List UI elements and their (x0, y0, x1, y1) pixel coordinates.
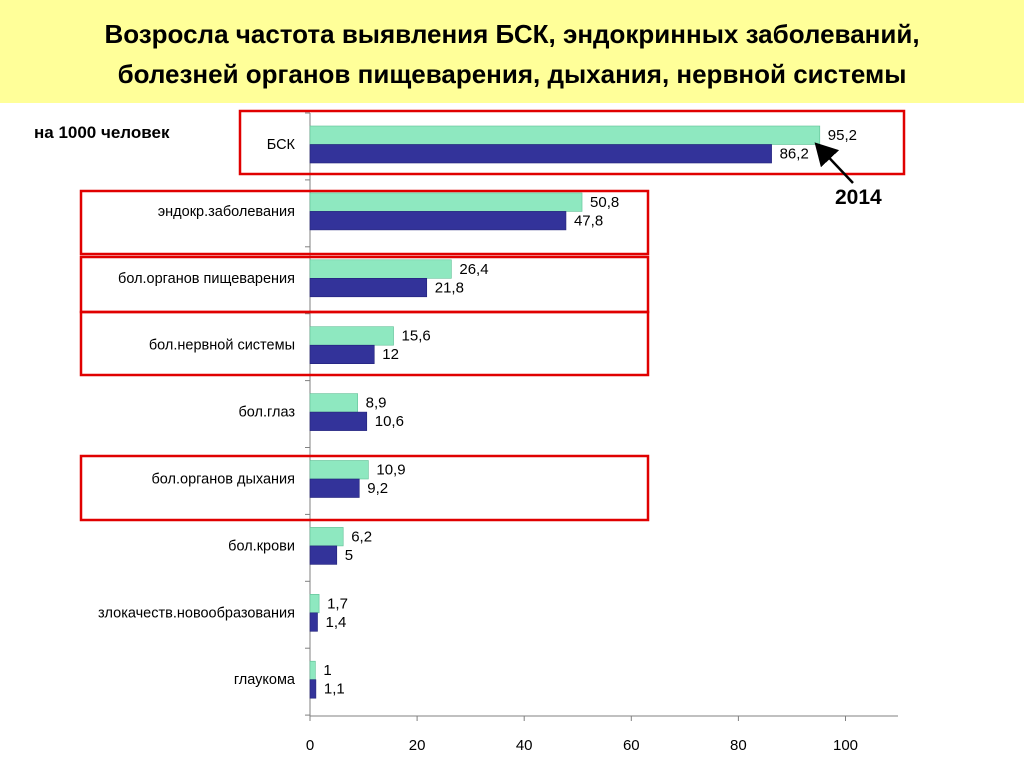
bar-2014 (309, 593, 320, 614)
category-label: глаукома (234, 672, 296, 688)
bar-other (309, 545, 338, 565)
category-label: эндокр.заболевания (158, 204, 295, 220)
highlight-box (79, 454, 650, 522)
data-label-2014: 95,2 (828, 127, 857, 144)
slide-title-line-1: Возросла частота выявления БСК, эндокрин… (104, 19, 920, 49)
data-label-2014: 26,4 (459, 261, 488, 278)
bar-other (309, 411, 368, 431)
highlight-box (238, 109, 906, 176)
units-label: на 1000 человек (34, 123, 170, 142)
data-label-other: 21,8 (435, 279, 464, 296)
category-label: бол.крови (228, 538, 295, 554)
data-label-other: 5 (345, 547, 353, 564)
highlight-box (79, 310, 650, 377)
category-label: бол.нервной системы (149, 338, 295, 354)
bar-2014 (309, 326, 394, 346)
category-label: БСК (267, 137, 296, 153)
bar-2014 (309, 393, 358, 413)
bar-other (309, 277, 428, 298)
data-label-2014: 10,9 (376, 462, 405, 479)
data-label-other: 47,8 (574, 212, 603, 229)
title-banner (0, 0, 1024, 103)
category-label: бол.органов пищеварения (118, 271, 295, 287)
bar-other (309, 144, 772, 164)
highlight-box (79, 189, 650, 256)
data-label-2014: 1 (323, 662, 331, 679)
bar-other (309, 478, 360, 498)
data-label-2014: 8,9 (366, 395, 387, 412)
x-tick-label: 20 (409, 737, 426, 754)
bar-2014 (309, 460, 369, 480)
x-tick-label: 40 (516, 737, 533, 754)
bar-2014 (309, 192, 583, 212)
bar-2014 (309, 660, 316, 681)
bar-other (309, 344, 375, 365)
category-label: бол.органов дыхания (152, 472, 296, 488)
x-tick-label: 60 (623, 737, 640, 754)
bar-2014 (309, 259, 452, 279)
bar-other (309, 211, 567, 231)
x-tick-label: 100 (833, 737, 858, 754)
data-label-other: 1,4 (325, 614, 346, 631)
data-label-2014: 6,2 (351, 528, 372, 545)
slide-title-line-2: болезней органов пищеварения, дыхания, н… (117, 59, 907, 89)
data-label-2014: 50,8 (590, 194, 619, 211)
data-label-other: 9,2 (367, 480, 388, 497)
bar-2014 (309, 125, 821, 145)
x-tick-label: 0 (306, 737, 314, 754)
data-label-other: 86,2 (780, 146, 809, 163)
slide-title: Возросла частота выявления БСК, эндокрин… (0, 14, 1024, 94)
year-annotation: 2014 (835, 186, 882, 209)
bar-other (309, 679, 317, 699)
annotation-arrow (814, 142, 854, 184)
category-label: бол.глаз (238, 405, 295, 421)
x-tick-label: 80 (730, 737, 747, 754)
data-label-other: 10,6 (375, 413, 404, 430)
data-label-other: 12 (382, 346, 399, 363)
category-label: злокачеств.новообразования (98, 605, 295, 621)
data-label-2014: 1,7 (327, 595, 348, 612)
bar-other (309, 612, 318, 632)
data-label-other: 1,1 (324, 681, 345, 698)
bar-2014 (309, 527, 344, 547)
data-label-2014: 15,6 (402, 328, 431, 345)
